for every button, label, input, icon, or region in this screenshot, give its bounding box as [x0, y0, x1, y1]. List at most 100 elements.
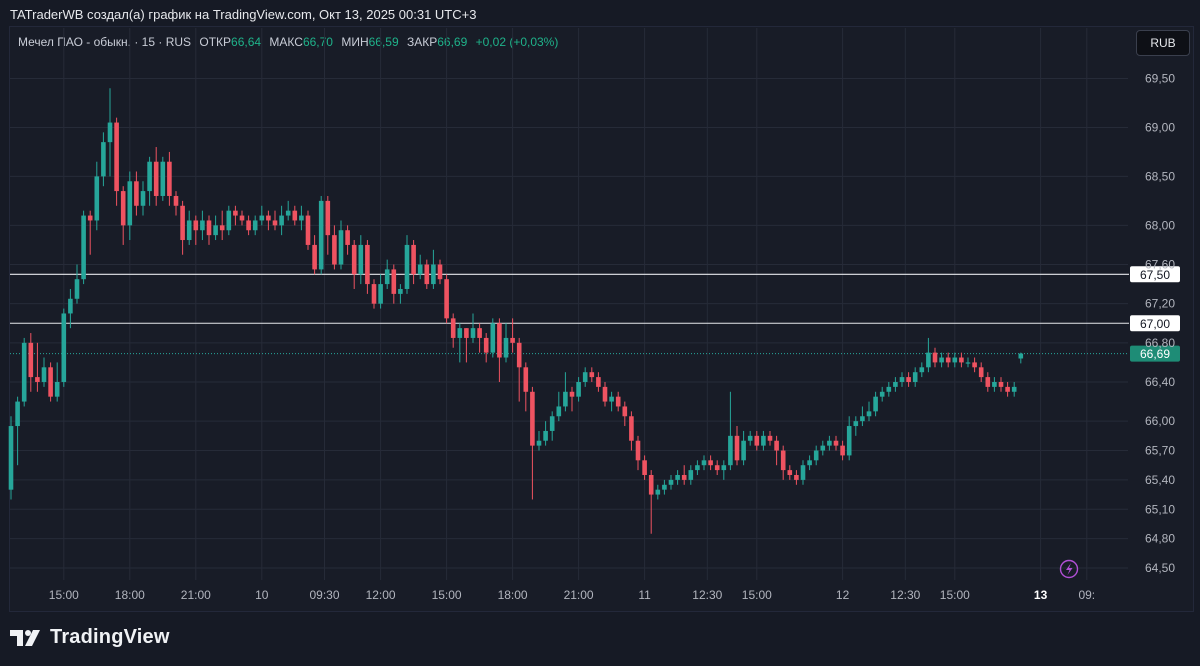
candle	[932, 347, 938, 368]
candle	[68, 288, 73, 329]
candle	[259, 205, 265, 226]
time-tick-label: 12:30	[692, 588, 722, 602]
candle-body	[292, 210, 298, 221]
candle-body	[602, 386, 608, 402]
candle	[299, 205, 304, 231]
time-tick-label: 15:00	[432, 588, 462, 602]
candle	[853, 416, 859, 436]
price-tick-label: 69,50	[1145, 72, 1175, 86]
candle	[906, 372, 911, 387]
lightning-icon[interactable]	[1059, 559, 1079, 579]
time-tick-label: 15:00	[742, 588, 772, 602]
candle-body	[615, 396, 621, 407]
symbol-label[interactable]: Мечел ПАО - обыкн. · 15 · RUS	[18, 35, 192, 49]
candle-body	[266, 215, 271, 221]
candle	[180, 200, 185, 255]
candle	[860, 406, 865, 427]
candle	[846, 416, 852, 461]
candle-body	[305, 215, 311, 245]
candle	[939, 352, 944, 368]
candle-body	[219, 225, 225, 231]
candle	[840, 440, 845, 461]
close-label: ЗАКР	[407, 35, 438, 49]
candle	[701, 455, 707, 471]
candle	[629, 411, 634, 451]
candle	[54, 362, 60, 402]
candle	[219, 210, 225, 241]
candle-body	[325, 200, 331, 236]
candle	[431, 249, 436, 289]
time-axis[interactable]: 15:00 18:00 21:00 10 09:30 12:00 15:00 18:00 21:…	[49, 588, 1095, 602]
candle	[945, 352, 951, 368]
candle	[530, 386, 535, 500]
last-price-tag	[1130, 345, 1180, 362]
candle	[437, 259, 443, 285]
currency-button[interactable]: RUB	[1136, 30, 1190, 56]
brand-logo[interactable]: TradingView	[10, 624, 170, 650]
change-value: +0,02 (+0,03%)	[475, 35, 559, 49]
candle	[536, 430, 542, 451]
candle-body	[741, 440, 746, 461]
candle-body	[15, 401, 20, 427]
candle-body	[246, 220, 251, 231]
candle	[483, 333, 489, 363]
candle-body	[299, 215, 304, 221]
candle	[893, 377, 898, 392]
candle-body	[193, 220, 199, 231]
candle-body	[767, 435, 773, 441]
candle-body	[338, 230, 344, 265]
candle	[41, 357, 47, 387]
candle-body	[761, 435, 766, 446]
candle-body	[622, 406, 628, 417]
candle	[596, 372, 601, 392]
horizontal-levels: 67,50 67,00 66,69	[10, 266, 1180, 362]
candle	[820, 440, 826, 456]
candle	[200, 210, 205, 241]
candle	[358, 235, 364, 285]
time-tick-label: 12:30	[890, 588, 920, 602]
time-tick-label: 21:00	[181, 588, 211, 602]
candle	[615, 391, 621, 412]
candle-body	[147, 161, 152, 192]
candle	[239, 210, 245, 226]
candle-body	[959, 357, 964, 363]
candle	[787, 465, 793, 480]
candle-body	[173, 195, 179, 206]
candle-body	[655, 489, 661, 495]
candle-body	[992, 381, 997, 387]
candle	[378, 274, 383, 309]
candle-body	[800, 465, 806, 480]
candle-body	[734, 435, 740, 461]
candle	[965, 357, 971, 368]
candle	[497, 318, 502, 382]
candle-body	[444, 279, 449, 319]
candle-body	[701, 460, 707, 466]
candle	[728, 391, 733, 471]
candle	[457, 323, 463, 363]
candle	[206, 215, 212, 245]
chart-caption: TATraderWB создал(а) график на TradingVi…	[10, 7, 477, 22]
candle-body	[754, 435, 760, 446]
chart-panel[interactable]	[9, 26, 1194, 612]
candle-body	[61, 313, 67, 382]
brand-name: TradingView	[50, 625, 170, 648]
candle-body	[787, 470, 793, 475]
candle	[246, 215, 251, 236]
candle-body	[932, 352, 938, 363]
candle-body	[662, 484, 667, 490]
candle-body	[239, 215, 245, 221]
candle-body	[21, 342, 27, 402]
candle-body	[140, 191, 146, 206]
candle-body	[985, 377, 991, 387]
candle-body	[54, 381, 60, 397]
price-axis[interactable]: 69,50 69,00 68,50 68,00 67,60 67,20 66,80 66,40…	[1145, 72, 1175, 576]
price-tick-label: 64,50	[1145, 561, 1175, 575]
candle	[391, 264, 397, 304]
candle-body	[728, 435, 733, 466]
candle-body	[668, 479, 674, 485]
candle-body	[378, 284, 383, 304]
open-value: 66,64	[231, 35, 262, 49]
candle-body	[371, 284, 377, 304]
candle-body	[543, 430, 548, 441]
